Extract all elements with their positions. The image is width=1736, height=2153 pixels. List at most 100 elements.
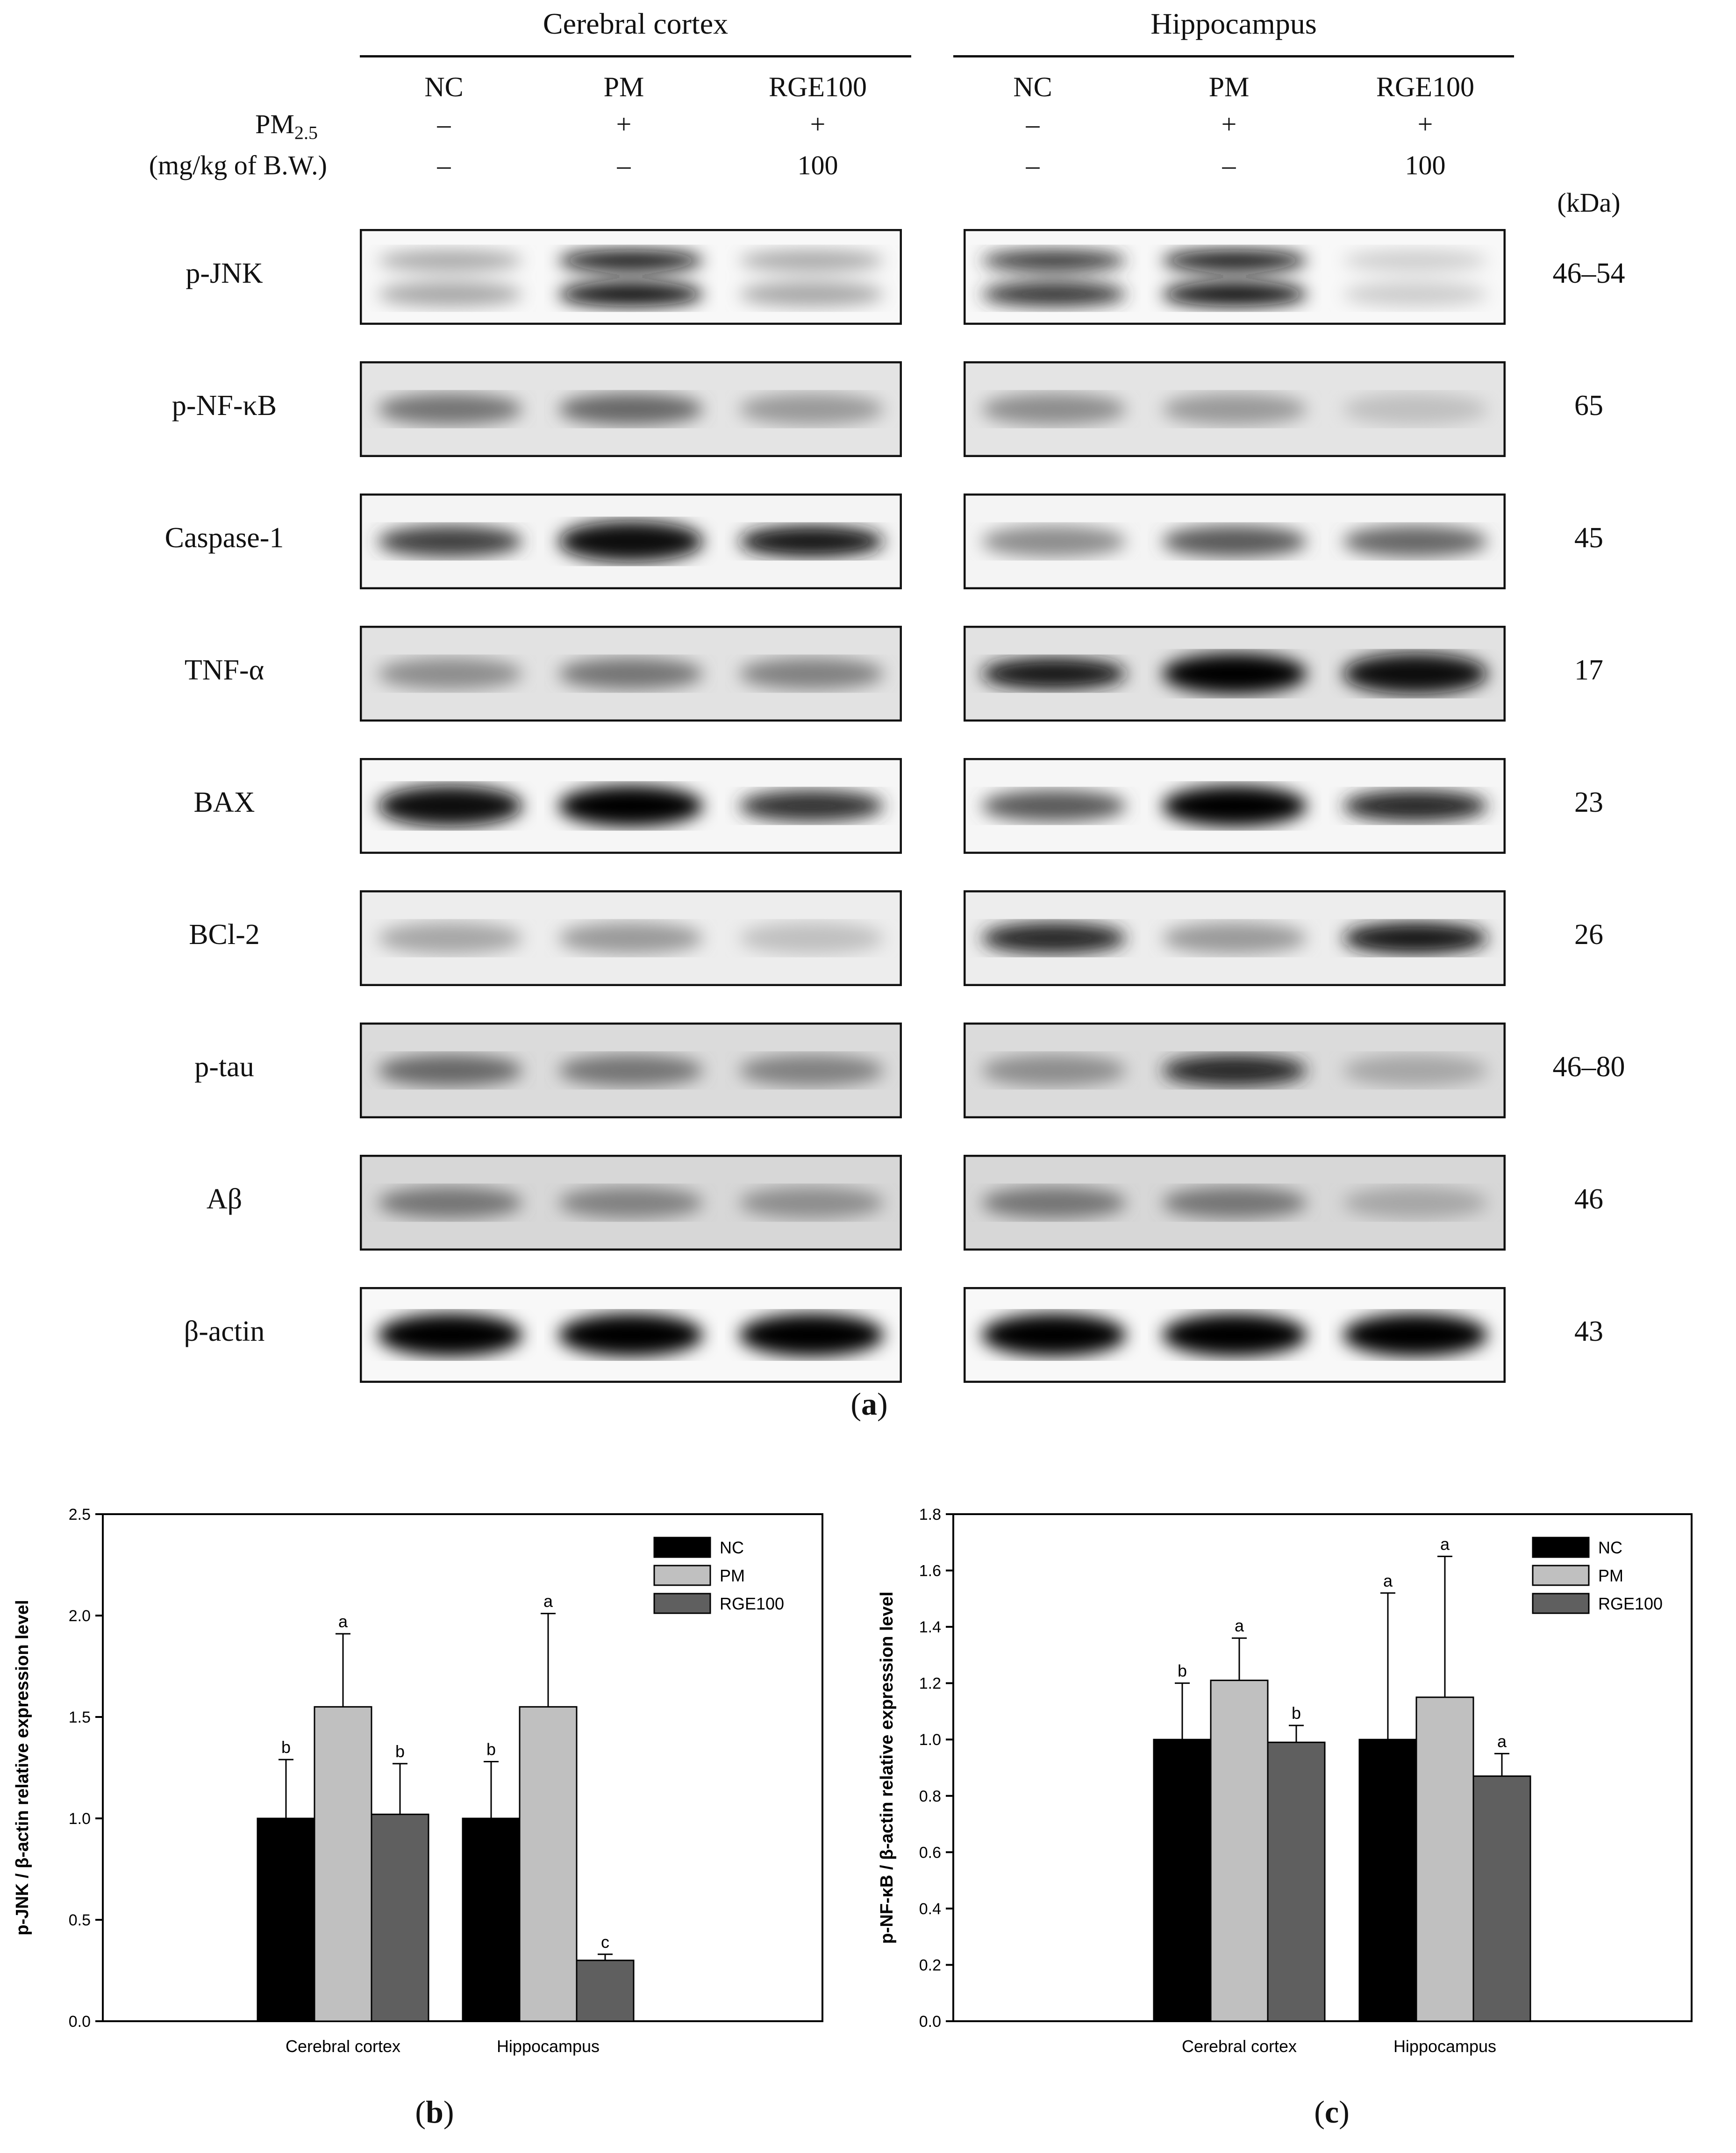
- y-tick-label: 0.0: [69, 2013, 91, 2031]
- blot-hippocampus: [964, 361, 1506, 457]
- treatment-value: +: [1417, 109, 1433, 139]
- y-tick-label: 1.8: [919, 1506, 941, 1524]
- protein-label: p-JNK: [186, 258, 263, 289]
- bar: [1267, 1741, 1326, 2022]
- group-label: RGE100: [1376, 72, 1474, 102]
- kda-label: 45: [1574, 522, 1603, 554]
- blot-cortex: [360, 494, 902, 589]
- treatment-value: +: [810, 109, 826, 139]
- group-label: PM: [603, 72, 644, 102]
- y-tick-label: 1.2: [919, 1675, 941, 1693]
- treatment-value: +: [616, 109, 632, 139]
- y-axis-label: p-NF-κB / β-actin relative expression le…: [879, 1592, 897, 1944]
- bar: [371, 1813, 429, 2022]
- region-underline-cortex: [360, 55, 911, 57]
- blot-cortex: [360, 626, 902, 722]
- legend-swatch: [653, 1565, 711, 1586]
- significance-letter: b: [281, 1738, 291, 1757]
- x-tick-label: Hippocampus: [1393, 2037, 1496, 2056]
- bar: [314, 1706, 372, 2022]
- bar: [1153, 1738, 1212, 2022]
- y-tick-label: 1.5: [69, 1709, 91, 1726]
- legend-label: NC: [1598, 1538, 1622, 1557]
- kda-label: 26: [1574, 919, 1603, 951]
- significance-letter: b: [1178, 1661, 1187, 1681]
- x-tick-label: Cerebral cortex: [286, 2037, 400, 2056]
- treatment-label: PM2.5: [255, 109, 318, 143]
- blot-hippocampus: [964, 494, 1506, 589]
- blot-hippocampus: [964, 1023, 1506, 1118]
- y-tick-label: 2.0: [69, 1607, 91, 1625]
- y-tick-label: 0.8: [919, 1788, 941, 1805]
- blot-hippocampus: [964, 1287, 1506, 1383]
- dose-value: –: [617, 150, 631, 180]
- treatment-value: –: [1026, 109, 1040, 139]
- significance-letter: b: [1292, 1703, 1301, 1723]
- kda-label: 46: [1574, 1183, 1603, 1215]
- legend-label: RGE100: [720, 1594, 784, 1613]
- bar: [1415, 1696, 1474, 2022]
- panel-b-caption: (b): [415, 2094, 454, 2130]
- protein-label: Aβ: [206, 1183, 243, 1215]
- x-tick-label: Hippocampus: [497, 2037, 600, 2056]
- treatment-value: +: [1221, 109, 1237, 139]
- legend-swatch: [653, 1537, 711, 1558]
- blot-cortex: [360, 1287, 902, 1383]
- legend-label: PM: [720, 1566, 745, 1585]
- dose-value: –: [437, 150, 451, 180]
- group-label: NC: [424, 72, 464, 102]
- kda-label: 43: [1574, 1316, 1603, 1347]
- protein-label: BCl-2: [189, 919, 260, 951]
- panel-a-caption: (a): [850, 1386, 888, 1422]
- kda-label: 46–54: [1552, 258, 1625, 289]
- blot-hippocampus: [964, 626, 1506, 722]
- blot-hippocampus: [964, 1155, 1506, 1251]
- region-title-cortex: Cerebral cortex: [543, 7, 729, 40]
- y-tick-label: 1.6: [919, 1562, 941, 1580]
- bar: [257, 1817, 315, 2022]
- bar: [462, 1817, 521, 2022]
- kda-label: 46–80: [1552, 1051, 1625, 1083]
- kda-label: 23: [1574, 787, 1603, 818]
- legend-swatch: [1532, 1537, 1590, 1558]
- bar: [1472, 1775, 1531, 2022]
- protein-label: TNF-α: [184, 654, 264, 686]
- region-title-hippocampus: Hippocampus: [1150, 7, 1317, 40]
- legend-swatch: [1532, 1565, 1590, 1586]
- protein-label: Caspase-1: [164, 522, 284, 554]
- blot-hippocampus: [964, 758, 1506, 854]
- blot-cortex: [360, 758, 902, 854]
- x-tick-label: Cerebral cortex: [1182, 2037, 1297, 2056]
- blot-cortex: [360, 361, 902, 457]
- blot-cortex: [360, 1023, 902, 1118]
- protein-label: p-tau: [194, 1051, 254, 1083]
- protein-label: β-actin: [184, 1316, 265, 1347]
- bar: [1210, 1680, 1269, 2022]
- group-label: RGE100: [769, 72, 867, 102]
- significance-letter: b: [486, 1739, 496, 1759]
- legend-label: PM: [1598, 1566, 1623, 1585]
- blot-cortex: [360, 890, 902, 986]
- y-axis-label: p-JNK / β-actin relative expression leve…: [13, 1600, 32, 1935]
- protein-label: BAX: [193, 787, 255, 818]
- y-tick-label: 1.0: [919, 1731, 941, 1749]
- significance-letter: b: [395, 1742, 405, 1761]
- bar: [1358, 1738, 1417, 2022]
- blot-hippocampus: [964, 890, 1506, 986]
- dose-value: 100: [797, 150, 838, 180]
- significance-letter: c: [601, 1932, 609, 1952]
- legend-swatch: [1532, 1593, 1590, 1614]
- legend-label: NC: [720, 1538, 744, 1557]
- region-underline-hippocampus: [953, 55, 1514, 57]
- legend-swatch: [653, 1593, 711, 1614]
- chart-panel-c: 0.0 0.2 0.4 0.6 0.8 1.0 1.2 1.4 1.6 1.8 p-NF-κB / …: [879, 1506, 1693, 2056]
- protein-label: p-NF-κB: [171, 390, 277, 422]
- treatment-value: –: [437, 109, 451, 139]
- significance-letter: a: [338, 1612, 348, 1631]
- kda-label: 65: [1574, 390, 1603, 422]
- y-tick-label: 0.6: [919, 1844, 941, 1861]
- dose-value: –: [1026, 150, 1040, 180]
- y-tick-label: 0.0: [919, 2013, 941, 2031]
- significance-letter: a: [1235, 1616, 1244, 1635]
- kda-header: (kDa): [1557, 187, 1621, 218]
